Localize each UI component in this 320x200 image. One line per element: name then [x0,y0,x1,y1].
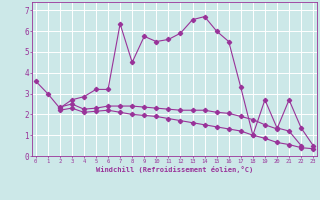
X-axis label: Windchill (Refroidissement éolien,°C): Windchill (Refroidissement éolien,°C) [96,166,253,173]
